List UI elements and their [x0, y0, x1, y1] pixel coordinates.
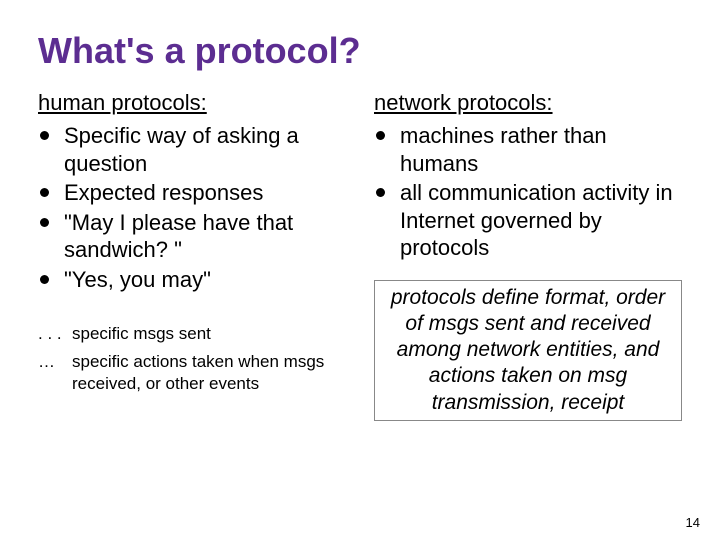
left-column: human protocols: Specific way of asking … [38, 90, 346, 421]
ellipsis-text: specific actions taken when msgs receive… [72, 351, 346, 395]
ellipsis-text: specific msgs sent [72, 323, 211, 345]
slide-title: What's a protocol? [38, 30, 682, 72]
left-bullet-list: Specific way of asking a question Expect… [38, 122, 346, 293]
columns: human protocols: Specific way of asking … [38, 90, 682, 421]
list-item: Expected responses [38, 179, 346, 207]
ellipsis-row: … specific actions taken when msgs recei… [38, 351, 346, 395]
list-item: "Yes, you may" [38, 266, 346, 294]
right-bullet-list: machines rather than humans all communic… [374, 122, 682, 262]
page-number: 14 [686, 515, 700, 530]
ellipsis-dots: … [38, 351, 72, 395]
list-item: "May I please have that sandwich? " [38, 209, 346, 264]
list-item: machines rather than humans [374, 122, 682, 177]
left-heading: human protocols: [38, 90, 346, 116]
right-heading: network protocols: [374, 90, 682, 116]
ellipsis-block: . . . specific msgs sent … specific acti… [38, 323, 346, 395]
ellipsis-dots: . . . [38, 323, 72, 345]
list-item: Specific way of asking a question [38, 122, 346, 177]
slide: What's a protocol? human protocols: Spec… [0, 0, 720, 540]
callout-box: protocols define format, order of msgs s… [374, 280, 682, 421]
ellipsis-row: . . . specific msgs sent [38, 323, 346, 345]
right-column: network protocols: machines rather than … [374, 90, 682, 421]
list-item: all communication activity in Internet g… [374, 179, 682, 262]
